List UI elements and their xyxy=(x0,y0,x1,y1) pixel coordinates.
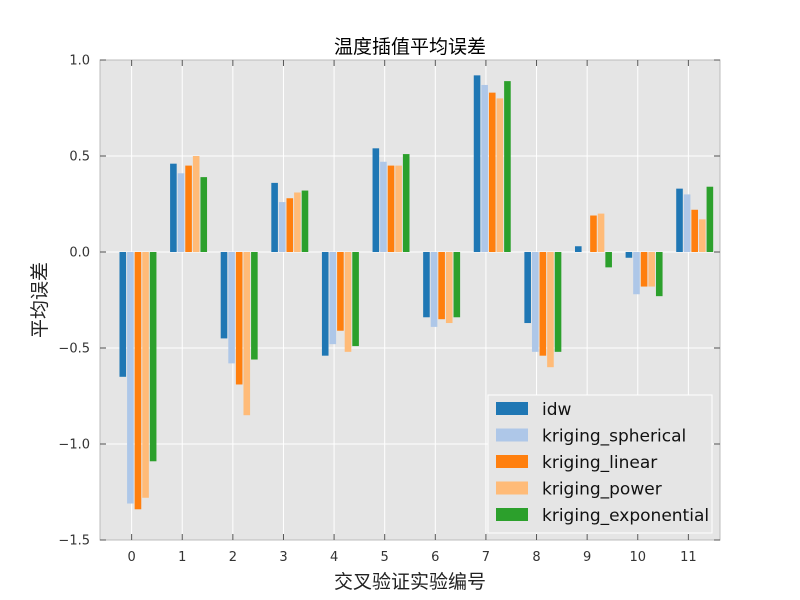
legend-label-idw: idw xyxy=(542,400,572,420)
bar-kriging_power-9 xyxy=(597,213,605,252)
y-tick-label: −0.5 xyxy=(58,342,90,357)
legend-swatch-kriging_power xyxy=(496,481,528,495)
x-tick-label: 6 xyxy=(431,550,439,565)
bar-idw-9 xyxy=(574,246,582,252)
bar-kriging_spherical-0 xyxy=(127,252,134,504)
bar-kriging_exponential-1 xyxy=(200,177,208,252)
bar-kriging_exponential-9 xyxy=(605,252,612,268)
bar-kriging_exponential-0 xyxy=(149,252,157,462)
bar-kriging_spherical-1 xyxy=(177,173,185,252)
bar-kriging_linear-10 xyxy=(640,252,648,287)
bar-kriging_linear-4 xyxy=(337,252,344,331)
bar-kriging_spherical-7 xyxy=(481,84,488,253)
bar-idw-4 xyxy=(321,252,329,356)
bar-idw-11 xyxy=(676,188,683,252)
bar-kriging_exponential-5 xyxy=(402,154,410,252)
bar-kriging_exponential-6 xyxy=(453,252,461,318)
bar-kriging_linear-6 xyxy=(438,252,445,320)
bar-kriging_power-2 xyxy=(243,252,251,416)
x-tick-label: 9 xyxy=(583,550,591,565)
x-tick-label: 2 xyxy=(229,550,237,565)
legend-label-kriging_power: kriging_power xyxy=(542,480,662,500)
bar-idw-8 xyxy=(524,252,531,324)
y-tick-label: −1.0 xyxy=(58,438,90,453)
x-tick-label: 1 xyxy=(178,550,186,565)
x-tick-label: 11 xyxy=(680,550,697,565)
legend-swatch-idw xyxy=(496,402,528,415)
bar-kriging_exponential-4 xyxy=(352,252,359,347)
bar-kriging_exponential-7 xyxy=(504,81,511,253)
x-tick-label: 8 xyxy=(532,550,540,565)
bar-kriging_power-7 xyxy=(496,98,504,253)
bar-kriging_power-11 xyxy=(698,219,706,252)
bar-idw-10 xyxy=(625,252,633,258)
legend-swatch-kriging_linear xyxy=(496,455,528,468)
bar-kriging_power-6 xyxy=(445,252,453,324)
bar-kriging_linear-2 xyxy=(235,252,243,385)
bar-kriging_power-1 xyxy=(192,156,200,252)
bar-kriging_spherical-8 xyxy=(531,252,539,352)
bar-kriging_linear-11 xyxy=(691,209,698,252)
bar-kriging_exponential-3 xyxy=(301,190,309,252)
plot-frame xyxy=(99,59,721,541)
bar-kriging_spherical-10 xyxy=(633,252,640,295)
bar-kriging_linear-0 xyxy=(134,252,142,510)
bar-idw-6 xyxy=(423,252,430,318)
x-tick-label: 5 xyxy=(381,550,389,565)
bar-kriging_power-10 xyxy=(648,252,655,287)
bars-group xyxy=(119,75,714,510)
y-tick-label: 0.5 xyxy=(69,150,90,165)
bar-kriging_exponential-8 xyxy=(554,252,562,352)
bar-kriging_exponential-2 xyxy=(251,252,258,360)
bar-kriging_linear-3 xyxy=(286,198,294,252)
bar-kriging_power-3 xyxy=(294,192,301,252)
bar-kriging_spherical-2 xyxy=(228,252,235,364)
bar-kriging_power-5 xyxy=(395,165,402,252)
legend-swatch-kriging_exponential xyxy=(496,508,528,521)
y-tick-label: −1.5 xyxy=(58,534,90,549)
bar-kriging_exponential-11 xyxy=(706,186,714,252)
bar-idw-3 xyxy=(271,182,278,252)
x-tick-label: 3 xyxy=(279,550,287,565)
bar-kriging_linear-8 xyxy=(539,252,547,356)
bar-kriging_spherical-5 xyxy=(380,161,387,252)
x-tick-label: 10 xyxy=(629,550,646,565)
legend-swatch-kriging_spherical xyxy=(496,428,528,442)
bar-kriging_power-0 xyxy=(142,252,149,498)
chart-title: 温度插值平均误差 xyxy=(334,36,486,58)
bar-idw-7 xyxy=(473,75,481,252)
y-axis-label: 平均误差 xyxy=(29,262,51,338)
legend-label-kriging_spherical: kriging_spherical xyxy=(542,427,686,447)
legend-label-kriging_exponential: kriging_exponential xyxy=(542,506,709,526)
axis-ticks: −1.5 −1.0 −0.5 0.0 0.5 1.0 0 1 2 3 4 5 6 7 8 9 10 11 xyxy=(58,54,720,565)
bar-kriging_spherical-3 xyxy=(278,202,286,252)
bar-kriging_spherical-11 xyxy=(683,194,691,252)
bar-kriging_power-8 xyxy=(547,252,554,368)
y-tick-label: 0.0 xyxy=(69,246,90,261)
bar-kriging_exponential-10 xyxy=(655,252,663,297)
bar-kriging_linear-5 xyxy=(387,165,395,252)
x-tick-label: 4 xyxy=(330,550,338,565)
bar-idw-5 xyxy=(372,148,380,252)
x-tick-label: 7 xyxy=(482,550,490,565)
bar-idw-1 xyxy=(170,163,177,252)
bar-idw-2 xyxy=(220,252,228,339)
legend: idw kriging_spherical kriging_linearkrigin… xyxy=(487,394,713,534)
bar-kriging_spherical-4 xyxy=(329,252,337,345)
x-axis-label: 交叉验证实验编号 xyxy=(334,571,486,593)
bar-kriging_linear-9 xyxy=(590,215,597,252)
bar-kriging_linear-7 xyxy=(488,92,496,252)
legend-label-kriging_linear: kriging_linear xyxy=(542,453,657,473)
bar-kriging_spherical-6 xyxy=(430,252,438,327)
x-tick-label: 0 xyxy=(127,550,135,565)
y-tick-label: 1.0 xyxy=(69,54,90,69)
bar-idw-0 xyxy=(119,252,127,377)
bar-kriging_power-4 xyxy=(344,252,352,352)
bar-kriging_linear-1 xyxy=(185,165,192,252)
